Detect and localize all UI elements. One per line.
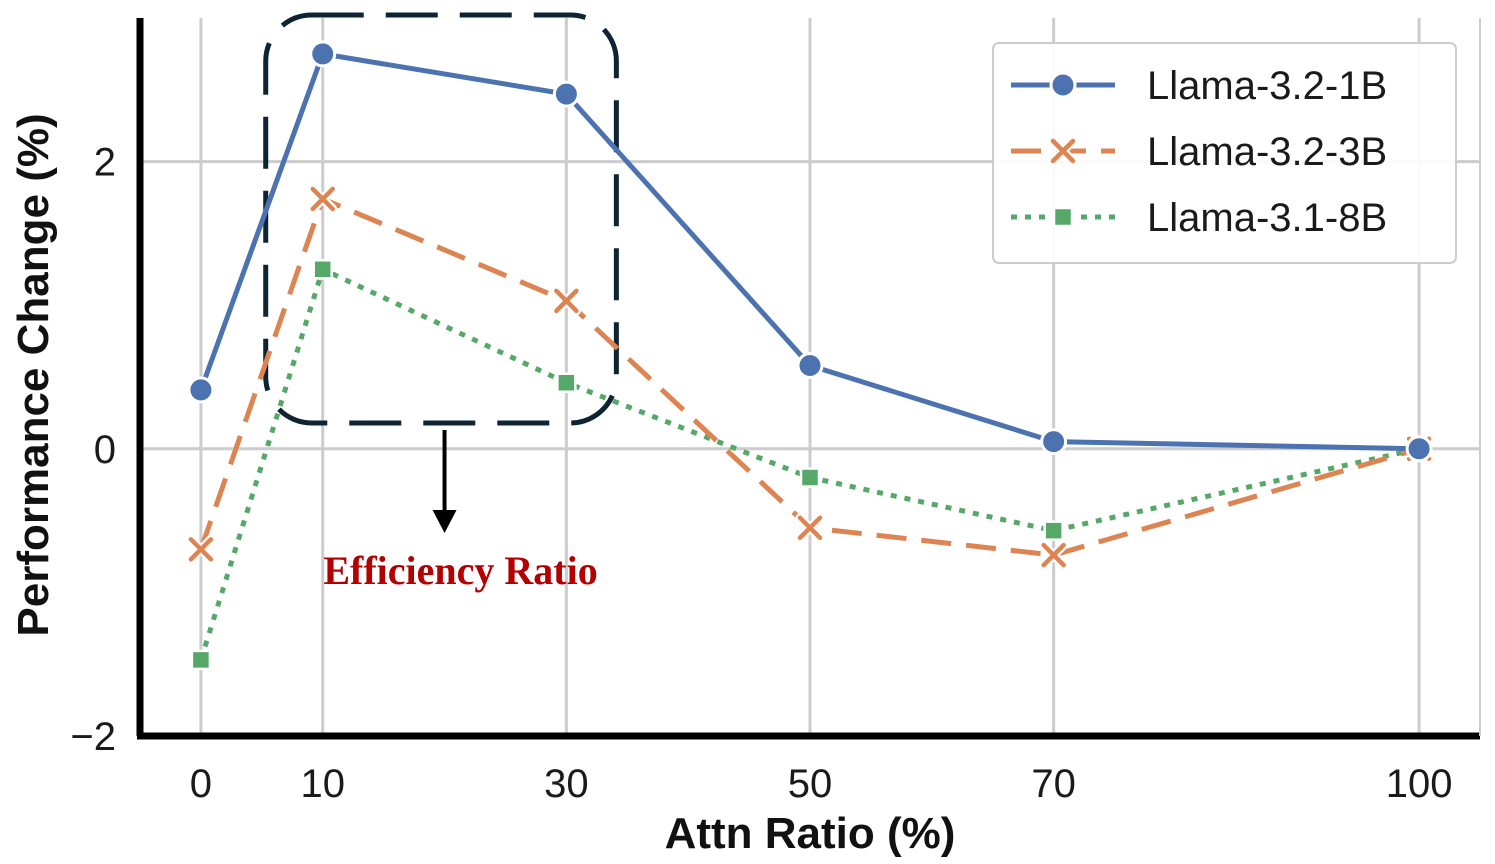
data-point-Llama-3.2-1B-100 [1405,435,1433,463]
data-point-Llama-3.2-1B-0 [187,376,215,404]
series-line-Llama-3.2-1B [198,51,1420,452]
tick-labels: 0 10 30 50 70 100 −2 0 2 Attn Ratio (%) Performanc… [9,113,1452,858]
data-point-Llama-3.2-3B-50 [795,513,825,543]
x-tick-label: 70 [1031,762,1076,806]
data-point-Llama-3.1-8B-30 [556,372,577,393]
data-point-Llama-3.2-1B-10 [309,40,337,68]
data-point-Llama-3.2-1B-50 [796,352,824,380]
efficiency-box [263,12,619,426]
y-tick-label: 0 [94,428,116,472]
data-point-Llama-3.1-8B-50 [799,467,821,488]
annotation: Efficiency Ratio [263,12,619,593]
legend: Llama-3.2-1B Llama-3.2-3B Llama-3.1-8B [992,42,1457,264]
data-point-Llama-3.1-8B-70 [1043,520,1064,541]
data-point-Llama-3.2-3B-10 [308,184,338,214]
y-axis-title: Performance Change (%) [9,113,58,636]
x-tick-label: 100 [1386,762,1453,806]
legend-marker-Llama-3.2-3B [1048,136,1078,166]
series-line-Llama-3.1-8B [198,266,1420,661]
data-point-Llama-3.2-1B-30 [552,80,580,108]
efficiency-arrowhead [432,510,457,533]
x-tick-label: 50 [788,762,833,806]
data-point-Llama-3.2-1B-70 [1040,428,1068,456]
series-line-Llama-3.2-3B [198,196,1420,558]
data-point-Llama-3.2-3B-30 [551,286,581,316]
data-point-Llama-3.2-3B-0 [186,534,216,564]
legend-label: Llama-3.2-1B [1147,64,1387,108]
x-tick-label: 10 [300,762,345,806]
data-point-Llama-3.1-8B-10 [312,259,333,280]
y-tick-label: −2 [70,715,116,759]
legend-label: Llama-3.2-3B [1147,130,1387,174]
legend-marker-Llama-3.2-1B [1049,71,1077,99]
data-point-Llama-3.1-8B-0 [190,649,212,671]
x-axis-title: Attn Ratio (%) [665,809,956,858]
series-layer [186,40,1434,671]
x-tick-label: 0 [190,762,212,806]
legend-box [992,42,1457,264]
y-tick-label: 2 [94,141,116,185]
efficiency-ratio-label: Efficiency Ratio [323,548,597,593]
x-tick-label: 30 [544,762,589,806]
legend-label: Llama-3.1-8B [1147,196,1387,240]
data-point-Llama-3.2-3B-70 [1039,540,1069,570]
legend-marker-Llama-3.1-8B [1052,206,1074,228]
axes [136,18,1481,740]
